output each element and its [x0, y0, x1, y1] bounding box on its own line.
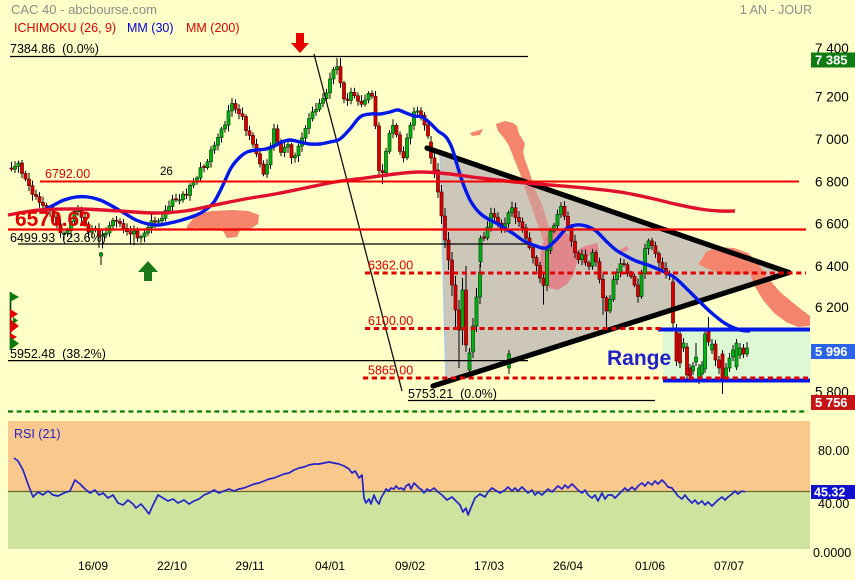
svg-text:6 800: 6 800 [815, 175, 849, 190]
svg-text:40.00: 40.00 [818, 497, 849, 511]
svg-text:6570.62: 6570.62 [15, 208, 91, 231]
svg-text:7 200: 7 200 [815, 90, 849, 105]
svg-text:45.32: 45.32 [814, 486, 845, 500]
svg-text:5952.48 (38.2%): 5952.48 (38.2%) [10, 347, 106, 361]
svg-text:09/02: 09/02 [395, 559, 425, 573]
svg-text:7384.86 (0.0%): 7384.86 (0.0%) [10, 42, 99, 56]
svg-text:6 400: 6 400 [815, 259, 849, 274]
svg-text:MM (200): MM (200) [186, 21, 239, 35]
svg-text:ICHIMOKU (26, 9): ICHIMOKU (26, 9) [14, 21, 116, 35]
svg-text:CAC 40 - abcbourse.com: CAC 40 - abcbourse.com [11, 2, 157, 17]
svg-text:6100.00: 6100.00 [368, 314, 413, 328]
svg-text:1 AN - JOUR: 1 AN - JOUR [740, 3, 812, 17]
svg-text:26/04: 26/04 [553, 559, 583, 573]
svg-text:7 000: 7 000 [815, 132, 849, 147]
svg-text:6499.93 (23.6%): 6499.93 (23.6%) [10, 231, 106, 245]
svg-text:6792.00: 6792.00 [45, 167, 90, 181]
svg-text:6 200: 6 200 [815, 300, 849, 315]
svg-text:17/03: 17/03 [474, 559, 504, 573]
svg-text:5 756: 5 756 [815, 395, 848, 410]
svg-text:7 400: 7 400 [815, 41, 849, 56]
svg-text:RSI (21): RSI (21) [14, 427, 61, 441]
svg-text:MM (30): MM (30) [127, 21, 174, 35]
svg-text:01/06: 01/06 [635, 559, 665, 573]
svg-text:04/01: 04/01 [315, 559, 345, 573]
svg-text:5865.00: 5865.00 [368, 364, 413, 378]
svg-text:7 385: 7 385 [815, 53, 848, 68]
svg-text:5 996: 5 996 [815, 344, 848, 359]
svg-text:6362.00: 6362.00 [368, 259, 413, 273]
svg-text:16/09: 16/09 [78, 559, 108, 573]
svg-text:26: 26 [160, 166, 173, 178]
svg-text:80.00: 80.00 [818, 444, 849, 458]
svg-text:22/10: 22/10 [157, 559, 187, 573]
svg-text:Range: Range [607, 347, 671, 370]
svg-text:29/11: 29/11 [235, 559, 264, 573]
svg-text:5753.21 (0.0%): 5753.21 (0.0%) [408, 387, 497, 401]
svg-text:0.0000: 0.0000 [813, 546, 851, 560]
svg-text:07/07: 07/07 [714, 559, 744, 573]
svg-text:6 600: 6 600 [815, 217, 849, 232]
